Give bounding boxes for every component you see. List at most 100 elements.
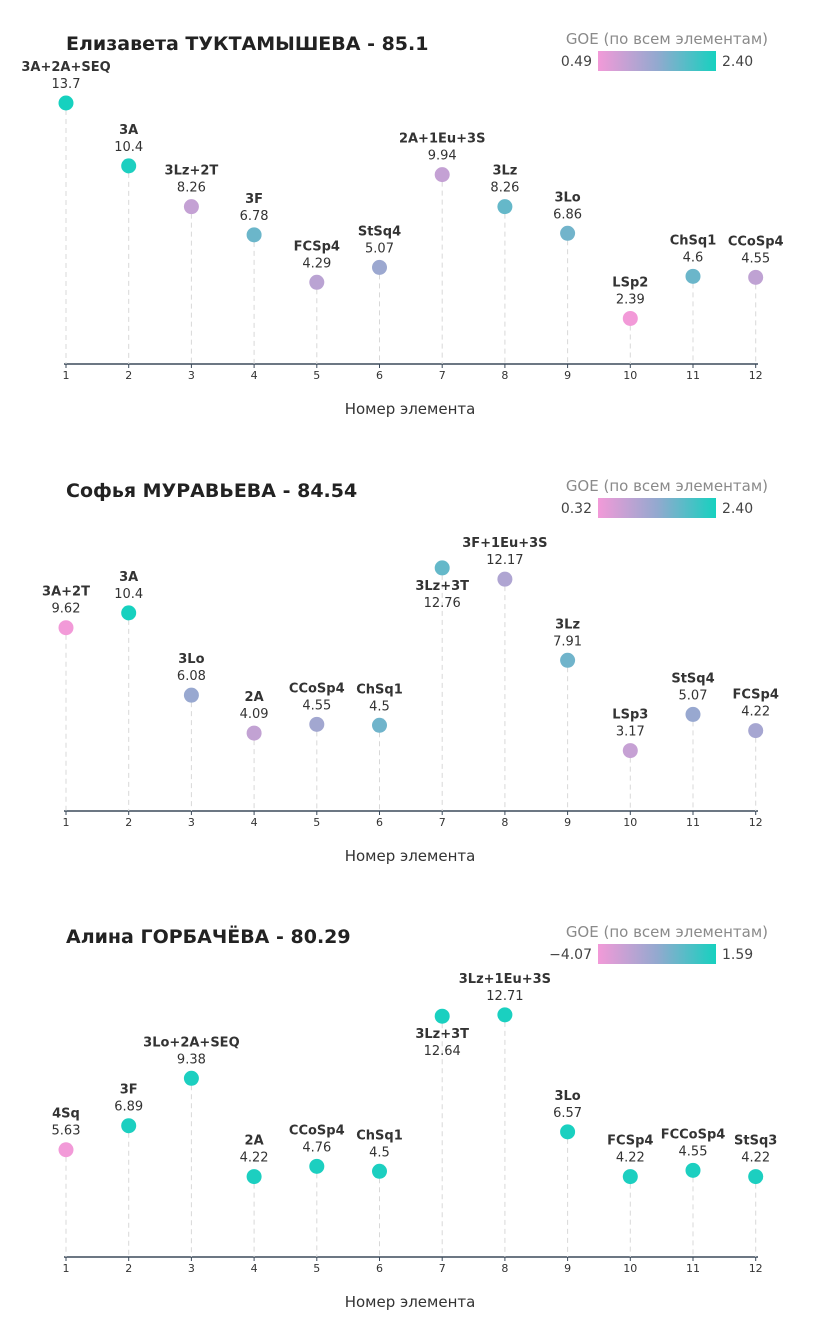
data-point xyxy=(246,1169,262,1185)
data-point xyxy=(309,274,325,290)
data-point xyxy=(372,1163,387,1179)
element-score-label: 7.91 xyxy=(553,634,582,649)
data-point xyxy=(685,268,701,284)
element-name-label: FCCoSp4 xyxy=(661,1127,726,1142)
x-tick-label: 1 xyxy=(63,1262,70,1275)
element-name-label: 3Lo xyxy=(178,652,204,667)
data-point xyxy=(622,743,638,759)
element-name-label: 3Lo+2A+SEQ xyxy=(143,1035,239,1050)
chart-panel-2: Софья МУРАВЬЕВА - 84.54 GOE (по всем элем… xyxy=(42,477,779,865)
data-point xyxy=(434,560,450,576)
chart-title: Елизавета ТУКТАМЫШЕВА - 85.1 xyxy=(66,33,428,55)
x-axis-title: Номер элемента xyxy=(345,847,476,865)
element-score-label: 4.5 xyxy=(369,699,390,714)
data-point xyxy=(497,199,513,215)
legend-max-label: 2.40 xyxy=(722,501,753,517)
element-name-label: CCoSp4 xyxy=(289,681,345,696)
element-score-label: 6.08 xyxy=(177,669,206,684)
x-tick-label: 8 xyxy=(501,369,508,382)
element-name-label: 3A xyxy=(119,570,138,585)
element-name-label: 3A xyxy=(119,123,138,138)
x-tick-label: 3 xyxy=(188,369,195,382)
x-tick-label: 4 xyxy=(251,1262,258,1275)
data-point xyxy=(685,1162,701,1178)
x-tick-label: 2 xyxy=(125,1262,132,1275)
element-name-label: 3Lz xyxy=(555,617,580,632)
element-score-label: 4.6 xyxy=(683,250,704,265)
x-tick-label: 6 xyxy=(376,816,383,829)
element-score-label: 13.7 xyxy=(52,77,81,92)
element-score-label: 10.4 xyxy=(114,140,143,155)
x-tick-label: 6 xyxy=(376,369,383,382)
element-score-label: 6.89 xyxy=(114,1100,143,1115)
element-name-label: LSp2 xyxy=(612,275,648,290)
element-name-label: 3Lo xyxy=(554,190,580,205)
x-tick-label: 11 xyxy=(686,816,700,829)
x-axis-title: Номер элемента xyxy=(345,1293,476,1311)
element-name-label: 3Lz+2T xyxy=(165,164,219,179)
legend-min-label: 0.49 xyxy=(561,54,592,70)
data-point xyxy=(748,723,764,739)
element-name-label: 3A+2T xyxy=(42,585,90,600)
x-tick-label: 7 xyxy=(439,1262,446,1275)
legend-title: GOE (по всем элементам) xyxy=(566,923,768,941)
x-tick-label: 9 xyxy=(564,816,571,829)
legend-min-label: 0.32 xyxy=(561,501,592,517)
element-score-label: 12.17 xyxy=(486,553,523,568)
legend-gradient-bar xyxy=(598,944,716,964)
element-score-label: 9.62 xyxy=(52,602,81,617)
element-score-label: 9.38 xyxy=(177,1052,206,1067)
x-tick-label: 3 xyxy=(188,1262,195,1275)
data-point xyxy=(497,1007,513,1023)
element-name-label: 3A+2A+SEQ xyxy=(21,60,110,75)
data-point xyxy=(309,1158,325,1174)
x-tick-label: 4 xyxy=(251,816,258,829)
data-point xyxy=(58,1142,74,1158)
element-score-label: 12.64 xyxy=(424,1044,461,1059)
x-tick-label: 4 xyxy=(251,369,258,382)
x-tick-label: 6 xyxy=(376,1262,383,1275)
data-point xyxy=(560,652,576,668)
data-point xyxy=(183,687,199,703)
element-name-label: 3Lz+3T xyxy=(415,579,469,594)
element-name-label: StSq3 xyxy=(734,1134,777,1149)
element-score-label: 4.09 xyxy=(240,707,269,722)
chart-panel-3: Алина ГОРБАЧЁВА - 80.29 GOE (по всем элем… xyxy=(52,923,778,1311)
element-name-label: 3Lz+3T xyxy=(415,1027,469,1042)
legend-max-label: 2.40 xyxy=(722,54,753,70)
legend-gradient-bar xyxy=(598,498,716,518)
chart-title: Алина ГОРБАЧЁВА - 80.29 xyxy=(66,924,351,948)
data-point xyxy=(246,227,262,243)
x-tick-label: 12 xyxy=(749,369,763,382)
element-name-label: StSq4 xyxy=(358,224,401,239)
element-score-label: 4.55 xyxy=(302,698,331,713)
data-point xyxy=(183,199,199,215)
element-name-label: StSq4 xyxy=(671,671,714,686)
element-score-label: 6.86 xyxy=(553,207,582,222)
x-tick-label: 3 xyxy=(188,816,195,829)
x-tick-label: 5 xyxy=(313,1262,320,1275)
legend-min-label: −4.07 xyxy=(549,947,592,963)
data-point xyxy=(372,259,387,275)
x-tick-label: 7 xyxy=(439,369,446,382)
data-point xyxy=(622,310,638,326)
legend-gradient-bar xyxy=(598,51,716,71)
element-score-label: 4.22 xyxy=(741,1151,770,1166)
element-name-label: ChSq1 xyxy=(356,682,403,697)
data-point xyxy=(748,269,764,285)
x-tick-label: 7 xyxy=(439,816,446,829)
element-name-label: 3F xyxy=(245,192,263,207)
x-tick-label: 12 xyxy=(749,1262,763,1275)
element-name-label: FCSp4 xyxy=(294,239,340,254)
data-point xyxy=(685,706,701,722)
element-name-label: 3Lz xyxy=(492,164,517,179)
element-score-label: 2.39 xyxy=(616,292,645,307)
x-tick-label: 5 xyxy=(313,369,320,382)
chart-title: Софья МУРАВЬЕВА - 84.54 xyxy=(66,480,357,502)
x-tick-label: 5 xyxy=(313,816,320,829)
x-tick-label: 8 xyxy=(501,816,508,829)
data-point xyxy=(121,1118,137,1134)
element-score-label: 4.29 xyxy=(302,256,331,271)
x-tick-label: 11 xyxy=(686,1262,700,1275)
chart-panel-1: Елизавета ТУКТАМЫШЕВА - 85.1 GOE (по всем… xyxy=(21,30,783,418)
